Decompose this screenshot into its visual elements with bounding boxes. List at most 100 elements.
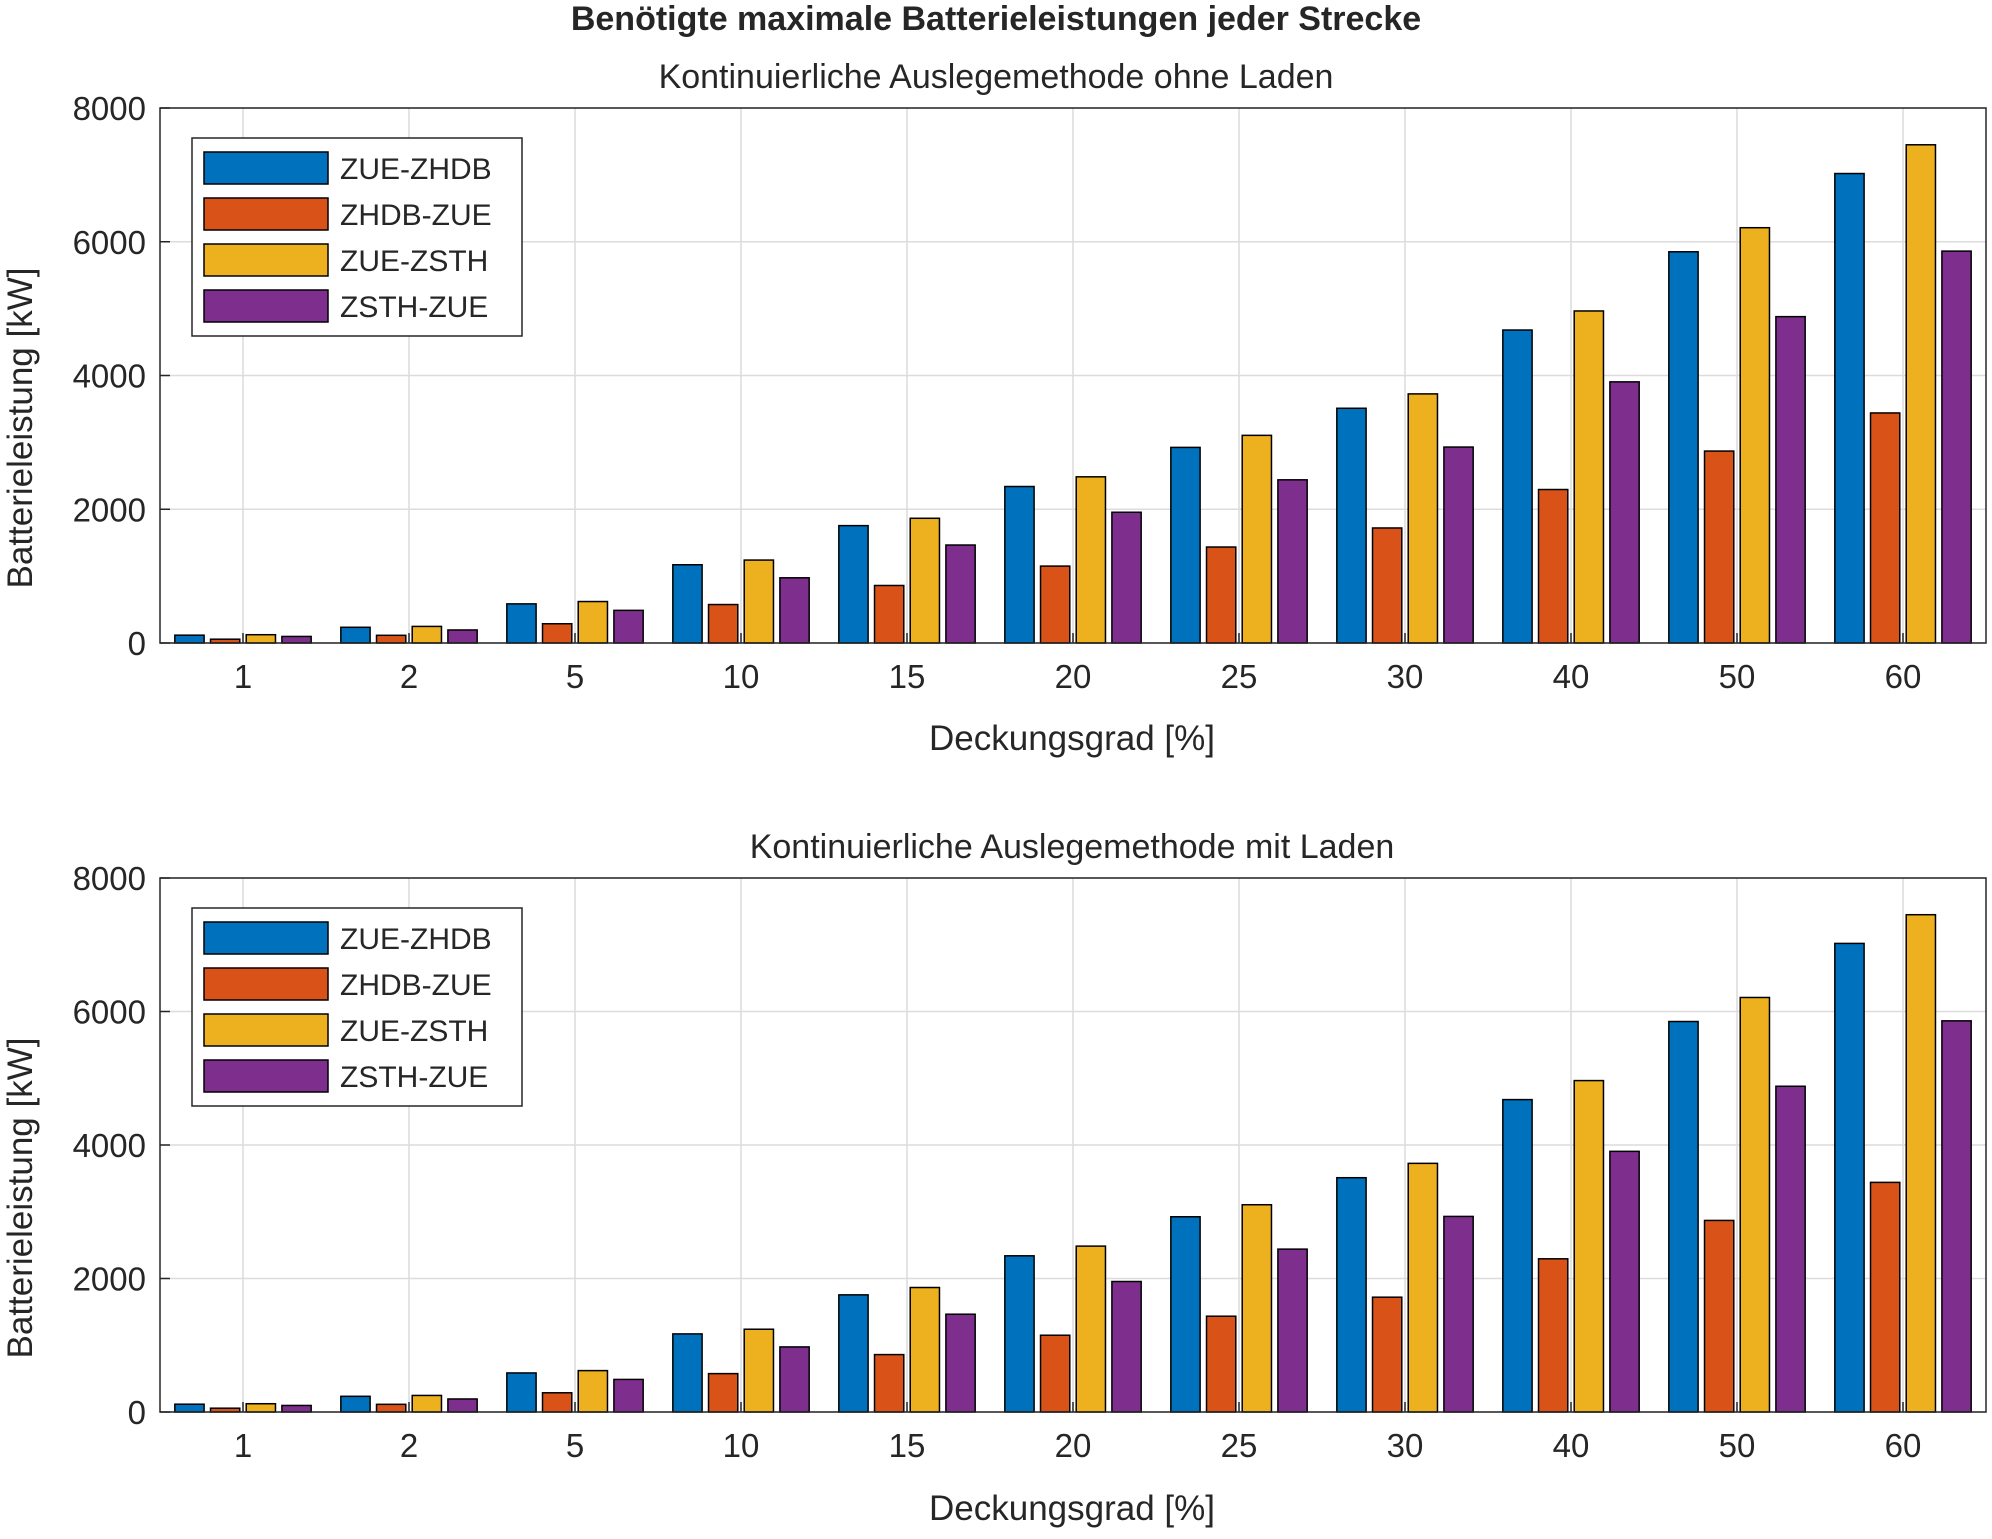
bar-zue-zhdb-1 [174, 634, 205, 644]
bar-zsth-zue-30 [1443, 1215, 1474, 1413]
bar-zue-zsth-20 [1075, 1245, 1107, 1413]
legend-swatch [203, 289, 329, 323]
bar-zhdb-zue-10 [707, 1372, 739, 1413]
x-tick-label: 40 [1553, 1427, 1590, 1464]
x-tick-label: 2 [400, 1427, 418, 1464]
y-tick-label: 6000 [73, 994, 146, 1031]
bar-zue-zhdb-40 [1502, 1098, 1533, 1413]
y-tick-label: 0 [128, 1394, 146, 1431]
bar-zsth-zue-25 [1277, 1248, 1308, 1413]
bar-zue-zsth-25 [1241, 1203, 1273, 1413]
bar-zsth-zue-1 [281, 635, 312, 644]
bar-zue-zsth-5 [577, 600, 609, 644]
legend-label: ZSTH-ZUE [340, 291, 488, 324]
y-tick-label: 8000 [73, 90, 146, 127]
bar-zue-zsth-10 [743, 559, 775, 644]
x-tick-label: 20 [1055, 1427, 1092, 1464]
y-tick-label: 4000 [73, 358, 146, 395]
bar-zue-zsth-1 [245, 1402, 277, 1413]
bar-zsth-zue-10 [779, 577, 810, 644]
figure-title: Benötigte maximale Batterieleistungen je… [571, 0, 1421, 38]
top-chart-panel: Kontinuierliche Auslegemethode ohne Lade… [1, 58, 1987, 758]
bar-zue-zsth-60 [1905, 913, 1937, 1413]
bar-zue-zsth-1 [245, 633, 277, 644]
x-tick-label: 60 [1885, 1427, 1922, 1464]
bar-zhdb-zue-50 [1703, 450, 1735, 644]
bar-zue-zhdb-15 [838, 1294, 869, 1413]
bar-zsth-zue-20 [1111, 511, 1142, 644]
bar-zue-zsth-5 [577, 1369, 609, 1413]
legend-label: ZHDB-ZUE [340, 199, 492, 232]
bar-zhdb-zue-5 [541, 622, 573, 644]
bar-zhdb-zue-15 [873, 1353, 905, 1413]
chart-title: Kontinuierliche Auslegemethode ohne Lade… [659, 58, 1334, 96]
bar-zue-zsth-50 [1739, 226, 1771, 644]
bar-zue-zhdb-2 [340, 626, 371, 644]
bar-zue-zhdb-20 [1004, 1255, 1035, 1413]
bar-zhdb-zue-25 [1205, 1315, 1237, 1413]
bar-zue-zhdb-60 [1834, 942, 1865, 1413]
bar-zhdb-zue-60 [1869, 1181, 1901, 1413]
bar-zhdb-zue-2 [375, 634, 407, 644]
y-axis-label: Batterieleistung [kW] [1, 1038, 40, 1359]
y-tick-label: 2000 [73, 1261, 146, 1298]
bar-zsth-zue-1 [281, 1404, 312, 1413]
legend-label: ZUE-ZHDB [340, 923, 492, 956]
x-tick-label: 15 [889, 1427, 926, 1464]
x-tick-label: 1 [234, 1427, 252, 1464]
legend-swatch [203, 151, 329, 185]
bar-zue-zsth-30 [1407, 1162, 1439, 1413]
legend-swatch [203, 921, 329, 955]
y-tick-label: 0 [128, 625, 146, 662]
bar-zue-zhdb-50 [1668, 251, 1699, 644]
y-axis-label: Batterieleistung [kW] [1, 268, 40, 589]
bar-zue-zsth-40 [1573, 1079, 1605, 1413]
x-tick-label: 10 [723, 1427, 760, 1464]
bar-zsth-zue-50 [1775, 1085, 1806, 1413]
bar-zue-zsth-50 [1739, 996, 1771, 1413]
bar-zue-zhdb-1 [174, 1403, 205, 1413]
bar-zue-zhdb-15 [838, 524, 869, 644]
x-tick-label: 40 [1553, 658, 1590, 695]
bar-zhdb-zue-40 [1537, 488, 1569, 644]
x-tick-label: 30 [1387, 658, 1424, 695]
legend-label: ZSTH-ZUE [340, 1061, 488, 1094]
legend-swatch [203, 1013, 329, 1047]
x-tick-label: 20 [1055, 658, 1092, 695]
bar-zsth-zue-60 [1941, 250, 1972, 644]
x-axis-label: Deckungsgrad [%] [929, 1489, 1215, 1528]
x-tick-label: 60 [1885, 658, 1922, 695]
x-tick-label: 5 [566, 658, 584, 695]
bar-zhdb-zue-10 [707, 603, 739, 644]
bar-zhdb-zue-60 [1869, 412, 1901, 644]
bar-zue-zsth-2 [411, 1394, 443, 1413]
x-tick-label: 15 [889, 658, 926, 695]
bar-zue-zhdb-60 [1834, 172, 1865, 644]
bar-zsth-zue-15 [945, 544, 976, 644]
bar-zue-zhdb-50 [1668, 1020, 1699, 1413]
bar-zue-zhdb-5 [506, 1372, 537, 1413]
bar-zhdb-zue-5 [541, 1392, 573, 1413]
bar-zue-zsth-15 [909, 1286, 941, 1413]
y-tick-label: 2000 [73, 491, 146, 528]
bar-zhdb-zue-20 [1039, 1334, 1071, 1413]
bar-zue-zhdb-30 [1336, 407, 1367, 644]
bar-zue-zhdb-25 [1170, 1216, 1201, 1413]
x-tick-label: 50 [1719, 658, 1756, 695]
bar-zue-zhdb-2 [340, 1395, 371, 1413]
legend-label: ZUE-ZHDB [340, 153, 492, 186]
bar-zsth-zue-40 [1609, 1150, 1640, 1413]
bar-zsth-zue-2 [447, 629, 478, 644]
bar-zue-zsth-2 [411, 625, 443, 644]
bar-zue-zhdb-25 [1170, 446, 1201, 644]
bar-zsth-zue-5 [613, 609, 644, 644]
bar-zhdb-zue-2 [375, 1403, 407, 1413]
chart-title: Kontinuierliche Auslegemethode mit Laden [750, 828, 1395, 866]
bar-zhdb-zue-25 [1205, 546, 1237, 644]
axes-box [159, 107, 1987, 644]
legend-label: ZUE-ZSTH [340, 245, 488, 278]
legend-swatch [203, 967, 329, 1001]
x-tick-label: 2 [400, 658, 418, 695]
